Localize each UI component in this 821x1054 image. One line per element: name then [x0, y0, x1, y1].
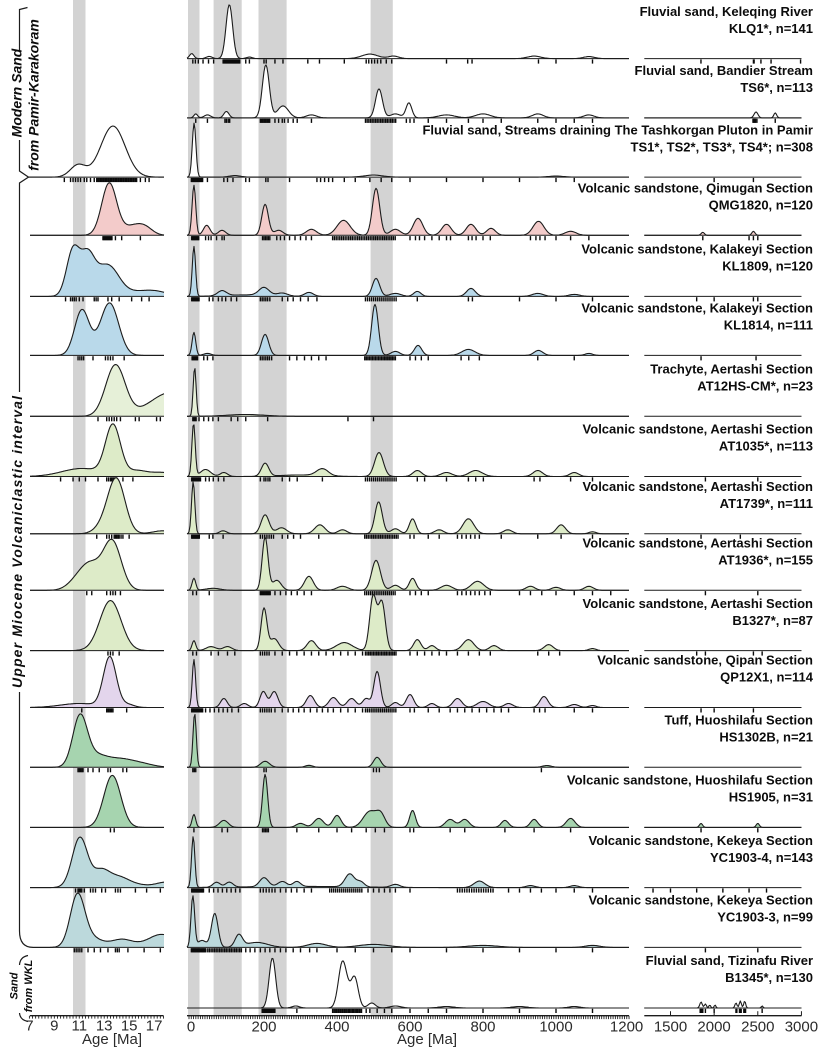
svg-text:Age [Ma]: Age [Ma] [82, 1031, 142, 1048]
svg-text:HS1905, n=31: HS1905, n=31 [729, 790, 813, 805]
svg-text:TS1*, TS2*, TS3*, TS4*; n=308: TS1*, TS2*, TS3*, TS4*; n=308 [631, 139, 813, 154]
svg-text:KL1814, n=111: KL1814, n=111 [724, 318, 813, 333]
svg-text:AT1035*, n=113: AT1035*, n=113 [719, 439, 813, 454]
svg-text:1500: 1500 [654, 1019, 687, 1036]
svg-text:Volcanic sandstone, Kekeya Sec: Volcanic sandstone, Kekeya Section [589, 893, 814, 908]
svg-text:AT12HS-CM*, n=23: AT12HS-CM*, n=23 [697, 379, 813, 394]
svg-text:Volcanic sandstone, Aertashi S: Volcanic sandstone, Aertashi Section [583, 479, 814, 494]
svg-text:QP12X1, n=114: QP12X1, n=114 [720, 670, 814, 685]
svg-text:Tuff, Huoshilafu Section: Tuff, Huoshilafu Section [664, 713, 813, 728]
svg-text:from WKL: from WKL [23, 959, 35, 1012]
svg-text:Age [Ma]: Age [Ma] [397, 1031, 457, 1048]
svg-text:15: 15 [121, 1018, 138, 1035]
svg-text:7: 7 [25, 1018, 33, 1035]
svg-text:KL1809, n=120: KL1809, n=120 [722, 259, 813, 274]
svg-text:2000: 2000 [697, 1019, 730, 1036]
svg-text:YC1903-4, n=143: YC1903-4, n=143 [710, 850, 813, 865]
svg-text:11: 11 [72, 1018, 88, 1035]
svg-text:1200: 1200 [610, 1019, 643, 1036]
svg-text:Fluvial sand, Keleqing River: Fluvial sand, Keleqing River [640, 4, 813, 19]
svg-text:from Pamir-Karakoram: from Pamir-Karakoram [26, 19, 42, 171]
svg-text:Volcanic sandstone, Aertashi S: Volcanic sandstone, Aertashi Section [583, 536, 814, 551]
svg-text:9: 9 [50, 1018, 58, 1035]
svg-text:200: 200 [251, 1019, 276, 1036]
svg-text:2500: 2500 [741, 1019, 774, 1036]
svg-text:600: 600 [397, 1019, 422, 1036]
svg-text:YC1903-3, n=99: YC1903-3, n=99 [717, 910, 813, 925]
svg-text:17: 17 [146, 1018, 163, 1035]
svg-text:HS1302B, n=21: HS1302B, n=21 [719, 730, 813, 745]
svg-text:3000: 3000 [785, 1019, 818, 1036]
svg-text:TS6*, n=113: TS6*, n=113 [740, 80, 813, 95]
svg-text:Volcanic sandstone, Aertashi S: Volcanic sandstone, Aertashi Section [583, 422, 814, 437]
svg-text:Fluvial sand, Bandier Stream: Fluvial sand, Bandier Stream [635, 63, 813, 78]
svg-text:KLQ1*, n=141: KLQ1*, n=141 [729, 21, 813, 36]
svg-text:Volcanic sandstone, Qimugan Se: Volcanic sandstone, Qimugan Section [578, 181, 813, 196]
svg-text:QMG1820, n=120: QMG1820, n=120 [709, 198, 813, 213]
svg-text:B1345*, n=130: B1345*, n=130 [725, 970, 813, 985]
svg-text:B1327*, n=87: B1327*, n=87 [732, 613, 813, 628]
svg-text:Fluvial sand, Streams draining: Fluvial sand, Streams draining The Tashk… [422, 122, 813, 137]
svg-text:Volcanic sandstone, Huoshilafu: Volcanic sandstone, Huoshilafu Section [567, 773, 813, 788]
svg-text:Modern Sand: Modern Sand [9, 48, 25, 137]
svg-text:0: 0 [187, 1019, 195, 1036]
svg-text:Volcanic sandstone, Kalakeyi S: Volcanic sandstone, Kalakeyi Section [581, 301, 813, 316]
svg-text:Volcanic sandstone, Kalakeyi S: Volcanic sandstone, Kalakeyi Section [581, 242, 813, 257]
svg-text:Volcanic sandstone, Kekeya Sec: Volcanic sandstone, Kekeya Section [589, 833, 814, 848]
svg-text:1000: 1000 [539, 1019, 572, 1036]
svg-text:Upper Miocene Volcaniclastic i: Upper Miocene Volcaniclastic interval [9, 395, 25, 688]
svg-text:Volcanic sandstone, Aertashi S: Volcanic sandstone, Aertashi Section [583, 596, 814, 611]
svg-text:Fluvial sand, Tizinafu River: Fluvial sand, Tizinafu River [646, 953, 813, 968]
svg-text:800: 800 [470, 1019, 495, 1036]
svg-text:Volcanic sandstone, Qipan Sect: Volcanic sandstone, Qipan Section [597, 653, 813, 668]
svg-text:AT1936*, n=155: AT1936*, n=155 [718, 553, 813, 568]
svg-text:Trachyte, Aertashi Section: Trachyte, Aertashi Section [650, 362, 813, 377]
svg-text:13: 13 [96, 1018, 113, 1035]
svg-text:Sand: Sand [9, 972, 21, 999]
svg-text:AT1739*, n=111: AT1739*, n=111 [720, 496, 813, 511]
svg-text:400: 400 [324, 1019, 349, 1036]
